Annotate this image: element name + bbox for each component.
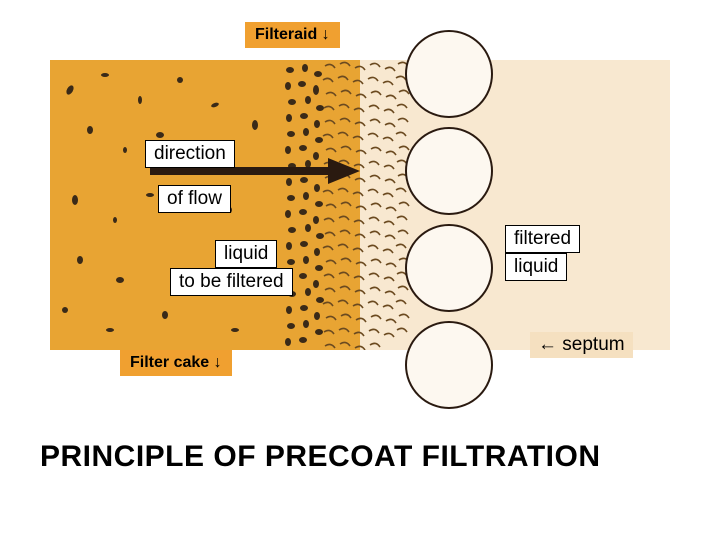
filter-cake-layer — [280, 60, 325, 350]
direction-label: direction — [145, 140, 235, 168]
diagram-area — [50, 60, 670, 350]
filteraid-layer — [320, 60, 410, 350]
diagram-title: PRINCIPLE OF PRECOAT FILTRATION — [40, 440, 600, 474]
filteraid-label: Filteraid ↓ — [245, 22, 340, 48]
liquid-to-filter-label-1: liquid — [215, 240, 277, 268]
filter-cake-label: Filter cake ↓ — [120, 350, 232, 376]
septum-label: ← septum — [530, 332, 633, 358]
septum — [405, 30, 495, 380]
of-flow-label: of flow — [158, 185, 231, 213]
filtered-liquid-label-2: liquid — [505, 253, 567, 281]
filtered-liquid-label-1: filtered — [505, 225, 580, 253]
liquid-to-filter-label-2: to be filtered — [170, 268, 293, 296]
